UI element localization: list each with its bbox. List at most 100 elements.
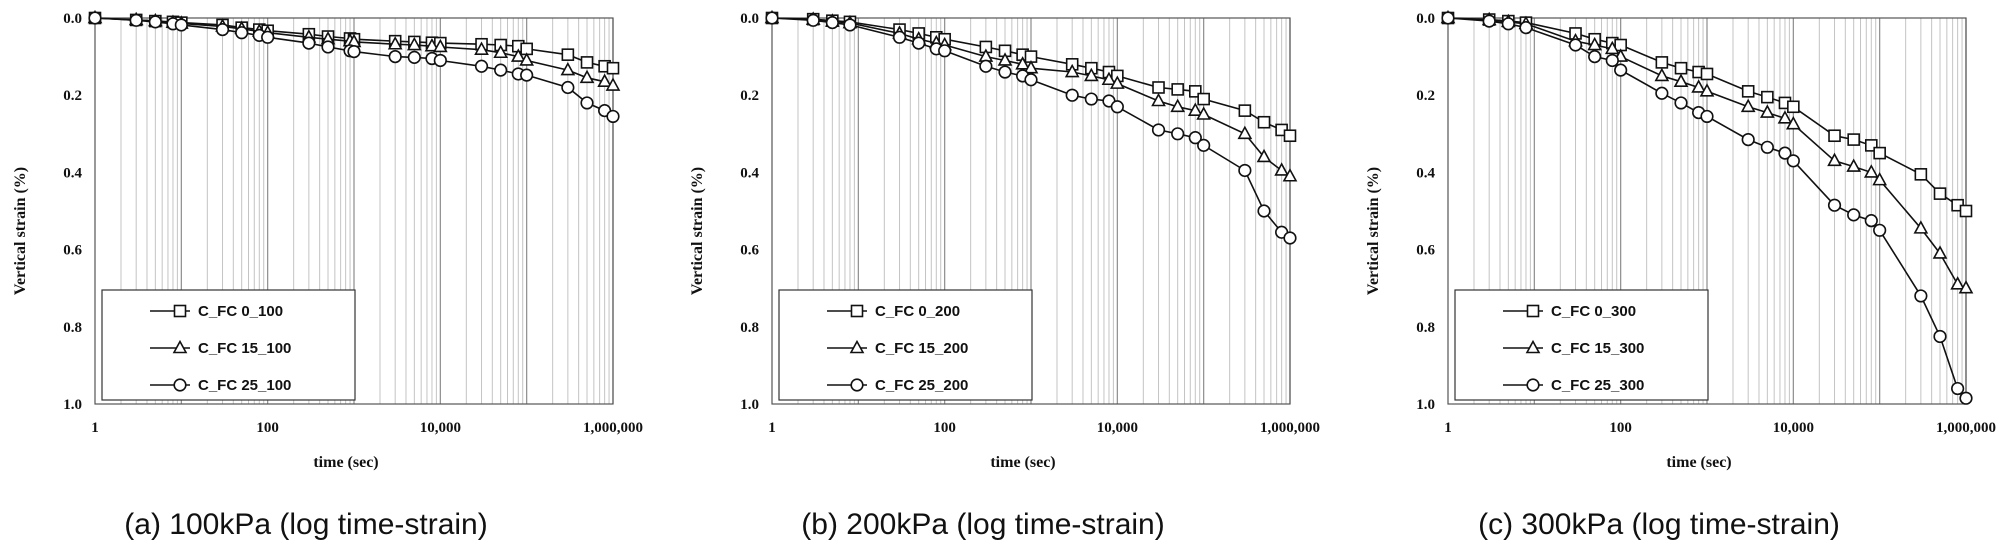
y-tick-label: 0.6 — [63, 243, 82, 259]
panel-b: 0.0 0.2 0.4 0.6 0.8 1.0 1 100 10,000 1,000,000 tim… — [689, 9, 1320, 541]
data-point-triangle — [432, 38, 448, 53]
data-point-circle — [88, 11, 102, 25]
data-point-triangle — [1256, 148, 1272, 163]
y-tick-label: 0.8 — [740, 320, 759, 336]
data-point-triangle — [1064, 63, 1080, 78]
figure-caption: (a) 100kPa (log time-strain) — [124, 508, 487, 541]
data-point-circle — [1951, 381, 1965, 396]
y-tick-label: 0.6 — [740, 243, 759, 259]
legend-marker-circle — [173, 378, 187, 392]
data-point-triangle — [519, 52, 535, 66]
data-point-circle — [347, 44, 361, 59]
y-tick-label: 0.4 — [63, 165, 82, 181]
data-point-circle — [148, 15, 162, 29]
data-point-square — [1787, 100, 1800, 114]
x-tick-label: 1,000,000 — [583, 420, 643, 436]
data-point-triangle — [1587, 36, 1603, 51]
data-point-circle — [1674, 96, 1688, 110]
data-point-circle — [1786, 154, 1800, 168]
legend-label: C_FC 15_300 — [1551, 340, 1644, 357]
data-point-square — [1171, 83, 1184, 96]
data-point-circle — [806, 13, 820, 27]
data-point-square — [1933, 187, 1947, 200]
data-point-triangle — [1654, 67, 1670, 82]
data-point-square — [1238, 104, 1252, 117]
data-point-triangle — [1187, 102, 1203, 116]
data-point-circle — [1655, 86, 1669, 100]
legend-label: C_FC 25_100 — [198, 377, 291, 394]
legend-box — [778, 289, 1033, 401]
data-point-triangle — [474, 41, 489, 55]
y-tick-label: 0.4 — [1416, 165, 1435, 181]
y-tick-label: 1.0 — [740, 397, 759, 413]
data-point-triangle — [1777, 110, 1793, 124]
data-point-triangle — [1604, 40, 1620, 55]
x-tick-label: 1,000,000 — [1260, 420, 1320, 436]
data-point-circle — [1188, 131, 1202, 145]
data-point-triangle — [1950, 276, 1965, 290]
data-point-triangle — [1958, 280, 1974, 294]
x-axis-label: time (sec) — [1666, 454, 1731, 471]
data-point-triangle — [1759, 104, 1775, 118]
data-point-triangle — [1282, 168, 1298, 182]
data-point-circle — [494, 63, 508, 77]
legend-marker-square — [850, 304, 864, 318]
data-point-triangle — [1932, 245, 1948, 259]
data-point-circle — [912, 36, 926, 50]
data-point-circle — [1933, 329, 1947, 344]
data-point-triangle — [1673, 73, 1689, 87]
legend-label: C_FC 0_200 — [875, 303, 960, 320]
data-point-circle — [1519, 21, 1533, 35]
data-point-square — [1741, 85, 1755, 98]
data-point-circle — [938, 44, 952, 58]
legend-marker-triangle — [172, 339, 188, 354]
data-point-circle — [1110, 100, 1124, 114]
data-point-circle — [1605, 53, 1619, 68]
series-line-square — [1447, 17, 1967, 212]
data-point-circle — [979, 59, 993, 73]
data-point-circle — [129, 13, 143, 27]
legend-marker-circle — [1526, 378, 1540, 392]
data-point-circle — [1238, 163, 1252, 178]
plot-frame — [94, 17, 614, 405]
data-point-circle — [474, 59, 489, 73]
series-line-triangle — [1447, 17, 1967, 289]
legend-label: C_FC 0_300 — [1551, 303, 1636, 320]
data-point-circle — [892, 30, 907, 44]
legend-label: C_FC 25_300 — [1551, 377, 1644, 394]
data-point-square — [1700, 67, 1714, 81]
data-point-square — [606, 61, 620, 75]
data-point-circle — [1024, 73, 1038, 87]
data-point-circle — [1873, 223, 1887, 237]
legend-marker-square — [1526, 304, 1540, 318]
data-point-circle — [1171, 127, 1185, 141]
x-tick-label: 1 — [91, 420, 99, 436]
data-point-triangle — [493, 44, 509, 59]
data-point-circle — [1614, 63, 1628, 77]
x-tick-label: 10,000 — [420, 420, 461, 436]
data-point-square — [1197, 92, 1210, 106]
data-point-triangle — [1785, 115, 1801, 130]
data-point-triangle — [1237, 125, 1253, 140]
data-point-circle — [1914, 289, 1928, 303]
data-point-circle — [1568, 38, 1583, 52]
data-point-square — [1828, 129, 1841, 143]
data-point-circle — [520, 68, 534, 82]
data-point-triangle — [1274, 162, 1289, 176]
panel-a: 0.0 0.2 0.4 0.6 0.8 1.0 1 100 10,000 1,000,000 tim… — [12, 9, 643, 541]
y-axis-label: Vertical strain (%) — [1365, 167, 1382, 295]
x-tick-label: 100 — [933, 420, 956, 436]
y-tick-label: 0.2 — [63, 88, 82, 104]
data-point-triangle — [1109, 75, 1125, 89]
data-point-circle — [580, 96, 594, 110]
data-point-triangle — [510, 48, 526, 62]
data-point-triangle — [1151, 92, 1166, 107]
series-line-circle — [1447, 17, 1967, 399]
data-point-circle — [1197, 138, 1211, 152]
data-point-square — [1655, 56, 1669, 69]
y-tick-label: 0.0 — [1416, 11, 1435, 27]
y-tick-label: 0.0 — [63, 11, 82, 27]
data-point-circle — [174, 18, 188, 32]
data-point-circle — [1257, 204, 1271, 218]
data-point-square — [1674, 61, 1688, 75]
